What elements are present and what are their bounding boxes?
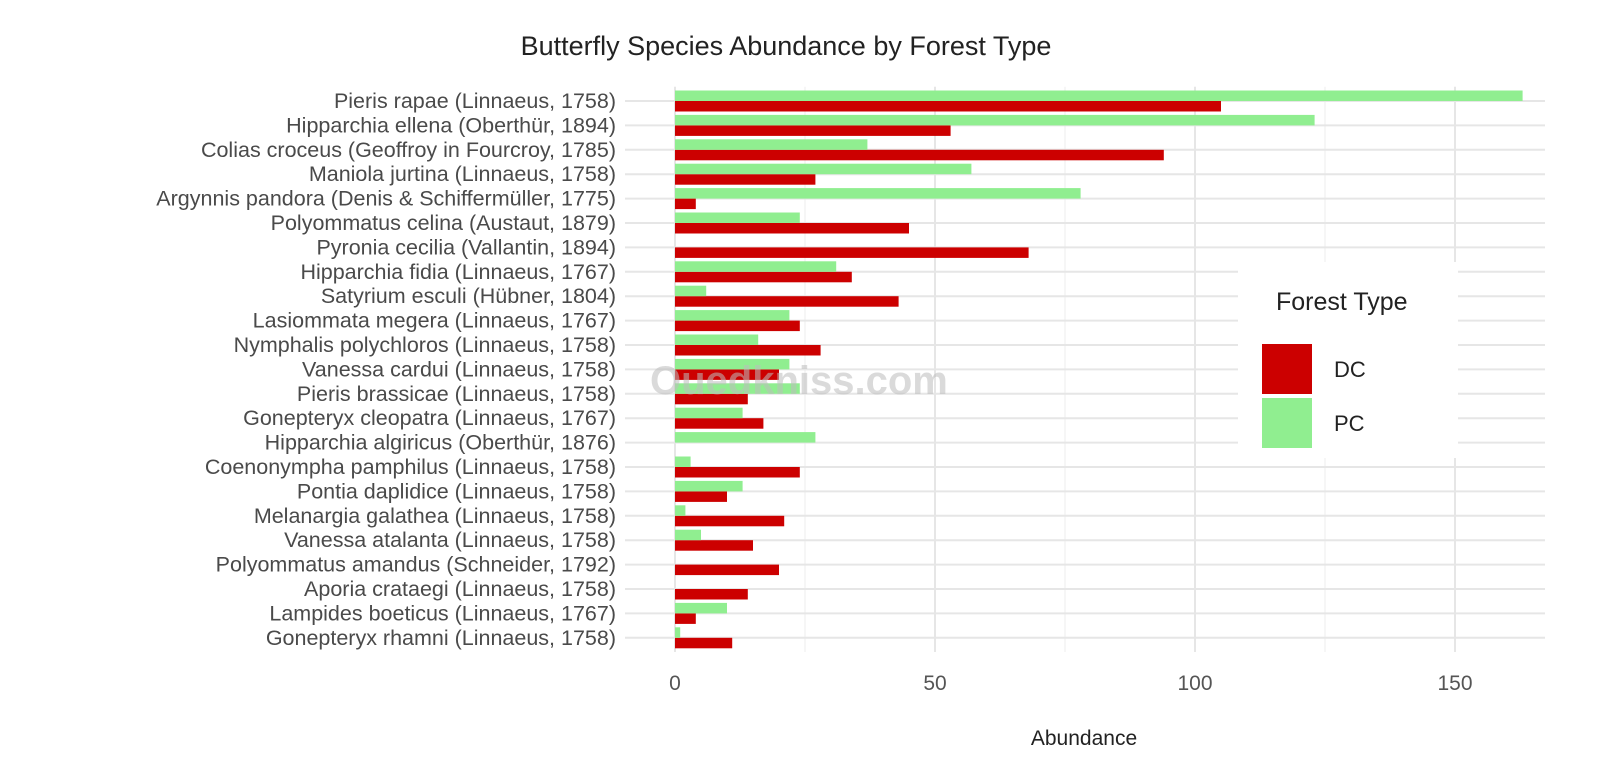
bar-dc (675, 515, 785, 527)
category-label: Pyronia cecilia (Vallantin, 1894) (316, 235, 616, 259)
bar-dc (675, 540, 753, 551)
category-label: Vanessa cardui (Linnaeus, 1758) (302, 357, 616, 381)
category-label: Maniola jurtina (Linnaeus, 1758) (309, 162, 616, 186)
x-tick-label: 150 (1437, 672, 1472, 695)
bar-dc (675, 320, 800, 332)
category-label: Hipparchia algiricus (Oberthür, 1876) (265, 431, 616, 455)
x-tick-label: 50 (923, 672, 946, 695)
bar-pc (675, 139, 868, 150)
category-label: Pontia daplidice (Linnaeus, 1758) (297, 479, 616, 503)
x-tick-label: 100 (1177, 672, 1212, 695)
bar-pc (675, 505, 686, 516)
bar-pc (675, 163, 972, 175)
category-label: Aporia crataegi (Linnaeus, 1758) (304, 577, 616, 601)
category-label: Melanargia galathea (Linnaeus, 1758) (254, 504, 616, 528)
bar-dc (675, 101, 1221, 112)
bar-pc (675, 480, 743, 492)
category-label: Nymphalis polychloros (Linnaeus, 1758) (234, 333, 616, 357)
bar-pc (675, 261, 837, 272)
category-label: Polyommatus amandus (Schneider, 1792) (216, 553, 616, 577)
category-label: Satyrium esculi (Hübner, 1804) (321, 284, 616, 308)
legend-title: Forest Type (1276, 288, 1408, 316)
legend-label-dc: DC (1334, 357, 1366, 382)
x-tick-labels: 0 50 100 150 (669, 672, 1472, 695)
legend-swatch-pc (1262, 398, 1312, 448)
bar-pc (675, 285, 707, 297)
category-label: Gonepteryx rhamni (Linnaeus, 1758) (266, 626, 616, 650)
category-label: Pieris rapae (Linnaeus, 1758) (334, 89, 616, 113)
legend-swatch-dc (1262, 344, 1312, 394)
bar-dc (675, 564, 779, 576)
category-label: Gonepteryx cleopatra (Linnaeus, 1767) (243, 406, 616, 430)
bar-pc (675, 334, 759, 345)
category-label: Polyommatus celina (Austaut, 1879) (271, 211, 616, 235)
category-label: Hipparchia ellena (Oberthür, 1894) (286, 113, 616, 137)
x-tick-label: 0 (669, 672, 681, 695)
bar-dc (675, 393, 748, 405)
category-label: Vanessa atalanta (Linnaeus, 1758) (284, 528, 616, 552)
bar-dc (675, 271, 852, 283)
category-label: Coenonympha pamphilus (Linnaeus, 1758) (205, 455, 616, 479)
bar-pc (675, 188, 1081, 199)
bar-pc (675, 114, 1315, 126)
bar-dc (675, 589, 748, 600)
category-label: Lasiommata megera (Linnaeus, 1767) (253, 309, 616, 333)
bar-dc (675, 637, 733, 649)
bar-dc (675, 296, 899, 307)
bar-dc (675, 223, 909, 234)
bar-dc (675, 247, 1029, 258)
bar-dc (675, 418, 764, 429)
bar-dc (675, 198, 696, 210)
bar-pc (675, 627, 681, 638)
bar-dc (675, 125, 951, 136)
bar-dc (675, 613, 696, 624)
legend-label-pc: PC (1334, 411, 1365, 436)
bar-pc (675, 358, 790, 370)
bar-dc (675, 149, 1164, 161)
x-axis-title: Abundance (1031, 727, 1137, 750)
category-label: Hipparchia fidia (Linnaeus, 1767) (300, 260, 616, 284)
legend: Forest Type DC PC (1238, 262, 1458, 458)
bar-pc (675, 212, 800, 223)
bar-pc (675, 407, 743, 419)
chart-title: Butterfly Species Abundance by Forest Ty… (521, 31, 1052, 61)
bars (675, 90, 1523, 649)
bar-dc (675, 491, 727, 502)
category-labels: Pieris rapae (Linnaeus, 1758)Hipparchia … (156, 89, 616, 650)
bar-pc (675, 602, 727, 614)
bar-dc (675, 369, 779, 380)
legend-items: DC PC (1262, 344, 1366, 448)
bar-dc (675, 345, 821, 356)
watermark: Ouedkniss.com (650, 359, 948, 403)
bar-pc (675, 432, 816, 443)
bar-pc (675, 90, 1523, 101)
bar-pc (675, 529, 701, 541)
bar-pc (675, 383, 800, 394)
bar-pc (675, 310, 790, 321)
bar-dc (675, 467, 800, 478)
category-label: Lampides boeticus (Linnaeus, 1767) (269, 601, 616, 625)
bar-pc (675, 456, 691, 467)
category-label: Colias croceus (Geoffroy in Fourcroy, 17… (201, 138, 616, 162)
category-label: Argynnis pandora (Denis & Schiffermüller… (156, 187, 616, 211)
category-label: Pieris brassicae (Linnaeus, 1758) (297, 382, 616, 406)
bar-dc (675, 174, 816, 185)
